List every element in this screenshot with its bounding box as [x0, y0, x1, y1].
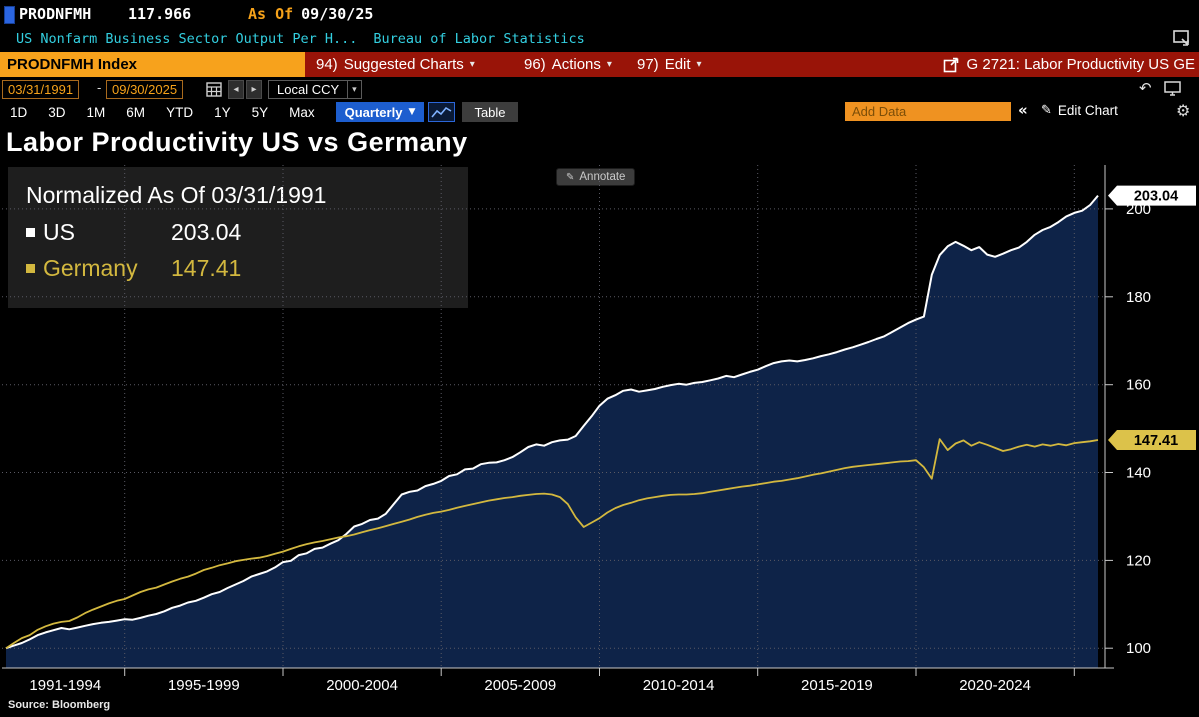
chevron-down-icon: ▾ [469, 59, 475, 70]
svg-text:120: 120 [1126, 552, 1151, 569]
data-source-text: Bureau of Labor Statistics [373, 31, 585, 47]
collapse-panel-button[interactable]: « [1018, 101, 1028, 119]
monitor-icon[interactable] [1164, 81, 1181, 101]
chevron-down-icon: ▼ [408, 107, 416, 117]
annotate-button[interactable]: ✎ Annotate [556, 168, 636, 186]
prev-period-button[interactable]: ◂ [228, 80, 244, 99]
table-button[interactable]: Table [462, 102, 518, 122]
us-swatch-icon [26, 227, 35, 237]
screen-grab-icon[interactable] [1172, 29, 1192, 52]
menu-label: Suggested Charts [343, 56, 464, 73]
tab-max[interactable]: Max [289, 104, 315, 120]
svg-text:2015-2019: 2015-2019 [801, 677, 873, 694]
legend-item-germany[interactable]: Germany 147.41 [26, 250, 468, 286]
chevron-down-icon: ▾ [347, 81, 361, 98]
series-name: Germany [43, 254, 138, 281]
svg-text:2005-2009: 2005-2009 [484, 677, 556, 694]
source-label: Source: Bloomberg [8, 699, 111, 711]
tab-5y[interactable]: 5Y [251, 104, 269, 120]
svg-text:2010-2014: 2010-2014 [643, 677, 715, 694]
svg-text:160: 160 [1126, 377, 1151, 394]
as-of: As Of 09/30/25 [248, 5, 373, 23]
svg-text:2000-2004: 2000-2004 [326, 677, 398, 694]
gear-icon[interactable]: ⚙ [1176, 101, 1191, 120]
legend-title: Normalized As Of 03/31/1991 [26, 182, 327, 208]
tab-1m[interactable]: 1M [86, 104, 106, 120]
pencil-icon: ✎ [1041, 103, 1052, 118]
as-of-date: 09/30/25 [301, 5, 374, 23]
security-description: US Nonfarm Business Sector Output Per H.… [16, 31, 585, 47]
svg-text:100: 100 [1126, 640, 1151, 657]
tab-1d[interactable]: 1D [10, 104, 28, 120]
legend-panel: Normalized As Of 03/31/1991 US 203.04 Ge… [8, 167, 468, 308]
pencil-icon: ✎ [566, 171, 575, 183]
ticker-symbol: PRODNFMH [19, 5, 92, 23]
last-value: 117.966 [128, 5, 192, 23]
chevron-down-icon: ▾ [606, 59, 612, 70]
svg-text:1995-1999: 1995-1999 [168, 677, 240, 694]
annotate-label: Annotate [579, 171, 626, 183]
chevron-down-icon: ▾ [696, 59, 702, 70]
tab-ytd[interactable]: YTD [166, 104, 194, 120]
menu-number: 97) [637, 56, 659, 73]
security-input[interactable]: PRODNFMH Index [0, 52, 305, 77]
edit-chart-label: Edit Chart [1057, 103, 1118, 118]
chart-type-button[interactable] [428, 102, 455, 122]
tab-6m[interactable]: 6M [126, 104, 146, 120]
svg-text:2020-2024: 2020-2024 [959, 677, 1031, 694]
menu-edit[interactable]: 97) Edit ▾ [637, 52, 702, 77]
add-data-input[interactable]: Add Data [845, 102, 1011, 121]
currency-dropdown[interactable]: Local CCY ▾ [268, 80, 362, 99]
menu-label: Edit [664, 56, 691, 73]
date-from-input[interactable]: 03/31/1991 [2, 80, 80, 99]
chart-tag[interactable]: G 2721: Labor Productivity US GE [943, 52, 1195, 77]
menu-number: 94) [316, 56, 338, 73]
svg-text:1991-1994: 1991-1994 [29, 677, 101, 694]
date-separator: - [97, 80, 102, 95]
menu-label: Actions [551, 56, 601, 73]
currency-value: Local CCY [277, 82, 340, 97]
series-last-value: 147.41 [171, 254, 242, 281]
series-last-value: 203.04 [171, 218, 242, 245]
undo-icon[interactable]: ↶ [1139, 79, 1152, 97]
menu-number: 96) [524, 56, 546, 73]
edit-chart-button[interactable]: ✎ Edit Chart [1041, 103, 1118, 118]
menu-actions[interactable]: 96) Actions ▾ [524, 52, 612, 77]
description-text: US Nonfarm Business Sector Output Per H.… [16, 31, 358, 47]
next-period-button[interactable]: ▸ [246, 80, 262, 99]
svg-text:180: 180 [1126, 289, 1151, 306]
tab-3d[interactable]: 3D [48, 104, 66, 120]
tab-1y[interactable]: 1Y [214, 104, 231, 120]
svg-text:147.41: 147.41 [1134, 433, 1178, 449]
chart-title: Labor Productivity US vs Germany [6, 127, 468, 157]
as-of-label: As Of [248, 5, 294, 23]
calendar-icon[interactable] [206, 81, 222, 102]
series-name: US [43, 218, 75, 245]
line-chart-icon [431, 106, 452, 118]
date-to-input[interactable]: 09/30/2025 [106, 80, 184, 99]
export-icon [943, 57, 958, 72]
security-flag-icon [4, 6, 15, 24]
frequency-dropdown[interactable]: Quarterly ▼ [336, 102, 424, 122]
chart-tag-label: G 2721: Labor Productivity US GE [966, 56, 1195, 73]
svg-text:140: 140 [1126, 465, 1151, 482]
legend-item-us[interactable]: US 203.04 [26, 214, 468, 250]
period-tabs: 1D 3D 1M 6M YTD 1Y 5Y Max [10, 101, 315, 123]
menu-suggested-charts[interactable]: 94) Suggested Charts ▾ [316, 52, 475, 77]
frequency-value: Quarterly [344, 104, 403, 120]
svg-text:203.04: 203.04 [1134, 189, 1178, 205]
germany-swatch-icon [26, 263, 35, 273]
